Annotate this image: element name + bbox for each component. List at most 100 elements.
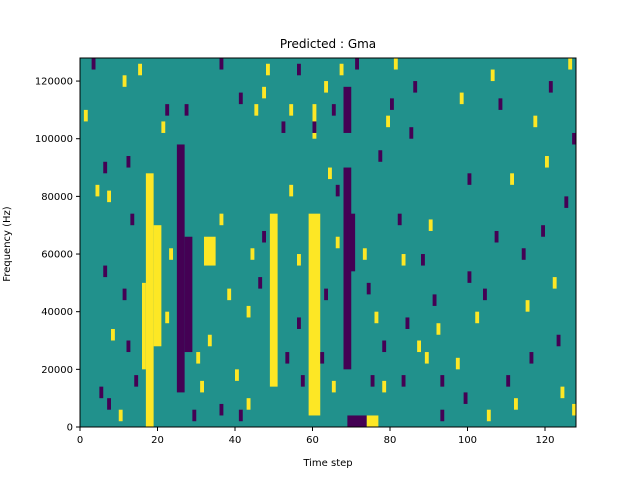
heatmap-cell xyxy=(541,225,545,237)
heatmap-band xyxy=(204,236,216,266)
heatmap-cell xyxy=(463,392,468,404)
heatmap-cell xyxy=(184,104,189,116)
heatmap-cell xyxy=(545,156,549,168)
heatmap-cell xyxy=(572,132,576,145)
heatmap-cell xyxy=(130,213,135,226)
heatmap-band xyxy=(308,213,321,416)
y-tick-label: 40000 xyxy=(41,307,73,318)
heatmap-cell xyxy=(494,230,499,243)
heatmap-cell xyxy=(486,409,491,422)
x-tick-label: 40 xyxy=(229,435,242,446)
heatmap-cell xyxy=(366,282,371,295)
heatmap-cell xyxy=(355,58,359,70)
heatmap-cell xyxy=(521,248,526,260)
heatmap-cell xyxy=(165,104,170,116)
heatmap-cell xyxy=(386,115,390,128)
heatmap-cell xyxy=(281,121,286,133)
heatmap-cell xyxy=(572,403,576,416)
heatmap-cell xyxy=(196,352,201,364)
heatmap-cell xyxy=(397,213,402,226)
heatmap-cell xyxy=(111,328,115,341)
y-tick-label: 0 xyxy=(67,423,73,434)
heatmap-cell xyxy=(219,403,224,416)
heatmap-cell xyxy=(529,352,534,364)
heatmap-cell xyxy=(219,213,224,226)
heatmap-cell xyxy=(246,398,251,410)
heatmap-cell xyxy=(382,340,387,353)
heatmap-cell xyxy=(467,173,472,185)
heatmap-cell xyxy=(266,63,270,76)
x-tick-label: 100 xyxy=(458,435,477,446)
heatmap-cell xyxy=(401,254,406,266)
heatmap-cell xyxy=(300,375,305,387)
heatmap-cell xyxy=(289,184,294,197)
heatmap-cell xyxy=(490,69,495,82)
axes: 0 20 40 60 80 100 120 0 20000 40000 60000 80000 1000… xyxy=(35,57,577,446)
heatmap-cell xyxy=(103,161,108,174)
heatmap-cell xyxy=(510,173,514,185)
heatmap-cell xyxy=(122,75,127,87)
heatmap-cell xyxy=(297,254,301,266)
heatmap-cell xyxy=(401,375,406,387)
x-tick-label: 60 xyxy=(306,435,319,446)
heatmap-cell xyxy=(378,150,383,162)
heatmap-cell xyxy=(548,81,553,93)
heatmap-band xyxy=(142,282,146,370)
heatmap-cell xyxy=(382,380,387,393)
heatmap-cell xyxy=(262,86,266,99)
heatmap-cell xyxy=(393,58,398,70)
heatmap-cell xyxy=(556,334,561,347)
heatmap-cell xyxy=(285,352,290,364)
heatmap-band xyxy=(269,213,278,387)
heatmap-cell xyxy=(409,127,414,139)
y-tick-label: 80000 xyxy=(41,192,73,203)
heatmap-cell xyxy=(405,317,410,329)
heatmap-cell xyxy=(262,230,266,243)
heatmap-cell xyxy=(440,375,445,387)
x-tick-label: 20 xyxy=(151,435,164,446)
heatmap-cell xyxy=(118,409,123,422)
heatmap-cell xyxy=(440,409,445,422)
heatmap-cell xyxy=(475,311,480,324)
x-tick-label: 120 xyxy=(535,435,554,446)
plot-area xyxy=(80,58,576,427)
heatmap-cell xyxy=(320,352,325,364)
heatmap-cell xyxy=(424,352,429,364)
heatmap-cell xyxy=(207,334,212,347)
heatmap-cell xyxy=(250,248,255,260)
heatmap-cell xyxy=(138,63,142,76)
chart-title: Predicted : Gma xyxy=(280,37,376,51)
heatmap-cell xyxy=(560,386,565,399)
heatmap-cell xyxy=(328,167,332,180)
heatmap-background xyxy=(80,58,576,427)
y-tick-label: 20000 xyxy=(41,365,73,376)
y-tick-label: 120000 xyxy=(35,77,73,88)
heatmap-cell xyxy=(413,81,418,93)
heatmap-cell xyxy=(525,300,530,312)
heatmap-cell xyxy=(428,219,433,231)
heatmap-cell xyxy=(436,323,441,335)
heatmap-cell xyxy=(289,104,294,116)
heatmap-cell xyxy=(421,254,425,266)
heatmap-cell xyxy=(200,380,204,393)
y-tick-label: 60000 xyxy=(41,250,73,261)
heatmap-cell xyxy=(95,184,100,197)
heatmap-cell xyxy=(564,196,569,208)
heatmap-cell xyxy=(312,121,317,133)
heatmap-cell xyxy=(324,81,328,93)
heatmap-cell xyxy=(238,92,243,105)
heatmap-cell xyxy=(506,375,511,387)
heatmap-cell xyxy=(459,92,464,105)
heatmap-cell xyxy=(238,409,243,422)
heatmap-cell xyxy=(390,98,394,110)
heatmap-cell xyxy=(165,311,170,324)
heatmap-cell xyxy=(169,248,173,260)
heatmap-band xyxy=(366,415,379,427)
heatmap-cell xyxy=(324,288,328,301)
x-axis-label: Time step xyxy=(302,458,352,469)
heatmap-cell xyxy=(107,190,111,203)
heatmap-band xyxy=(347,415,367,427)
heatmap-cell xyxy=(235,369,239,381)
heatmap-cell xyxy=(331,380,336,393)
